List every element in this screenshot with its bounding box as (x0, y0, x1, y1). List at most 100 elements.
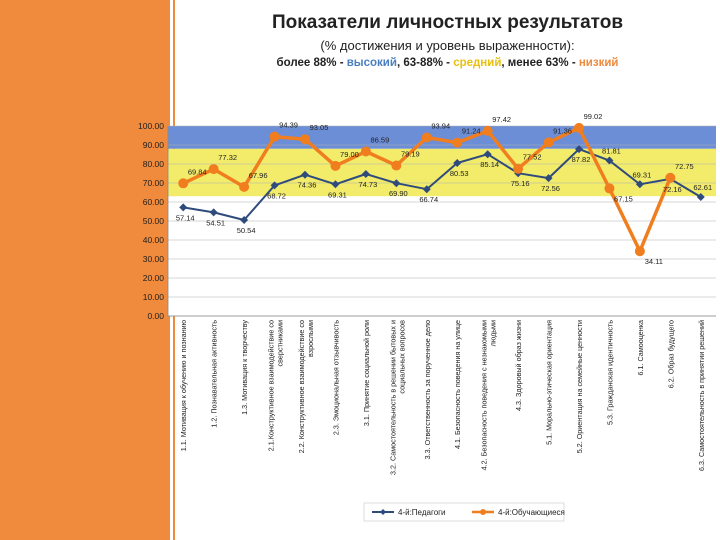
legend-marker-teachers (380, 509, 386, 515)
data-label-students: 69.84 (188, 167, 207, 176)
x-category-label: 6.1. Самооценка (636, 320, 645, 376)
x-category-label: 2.2. Конструктивное взаимодействие совзр… (297, 320, 315, 453)
data-point-students (178, 178, 189, 189)
data-point-students (574, 122, 584, 133)
levels-prefix: более 88% - (276, 57, 347, 69)
data-label-students: 97.42 (492, 115, 511, 124)
data-label-teachers: 69.31 (632, 170, 651, 179)
data-label-teachers: 54.51 (206, 218, 225, 227)
data-point-teachers (301, 170, 309, 179)
data-point-teachers (453, 158, 462, 167)
data-point-students (604, 183, 615, 194)
x-category-label: 1.2. Познавательная активность (210, 320, 219, 428)
legend-label-teachers: 4-й:Педагоги (398, 508, 446, 517)
data-point-students (391, 160, 402, 171)
level-low: низкий (578, 57, 619, 69)
data-label-teachers: 72.56 (541, 184, 560, 193)
data-point-teachers (635, 180, 644, 189)
y-tick-label: 0.00 (147, 311, 164, 321)
data-label-teachers: 62.61 (693, 183, 712, 192)
data-label-students: 67.15 (614, 194, 633, 203)
x-category-label: 5.2. Ориентация на семейные ценности (575, 320, 584, 453)
data-point-teachers (361, 170, 370, 179)
data-label-students: 79.00 (340, 150, 359, 159)
y-tick-label: 60.00 (143, 197, 165, 207)
chart-title: Показатели личностных результатов (271, 12, 624, 33)
left-accent-bar (0, 0, 170, 540)
data-label-students: 79.19 (401, 150, 420, 159)
data-label-teachers: 68.72 (267, 191, 286, 200)
y-tick-label: 80.00 (143, 159, 165, 169)
x-category-label: 2.3. Эмоциональная отзывчивость (331, 320, 340, 435)
data-point-students (543, 137, 554, 148)
data-point-teachers (270, 181, 279, 190)
data-label-teachers: 69.90 (389, 189, 408, 198)
x-category-label: 3.2. Самостоятельность в решении бытовых… (388, 320, 406, 475)
data-label-students: 93.94 (431, 122, 450, 131)
data-point-students (330, 160, 341, 171)
data-point-teachers (696, 193, 705, 202)
y-tick-label: 100.00 (138, 121, 164, 131)
data-label-students: 93.05 (310, 123, 329, 132)
data-label-teachers: 69.31 (328, 190, 347, 199)
data-point-teachers (483, 150, 492, 159)
level-mid: средний (453, 57, 502, 69)
x-category-label: 2.1.Конструктивное взаимодействие сосвер… (267, 320, 285, 451)
data-label-students: 67.96 (249, 171, 268, 180)
data-label-teachers: 80.53 (450, 169, 469, 178)
series-line-teachers (183, 148, 702, 221)
data-label-teachers: 74.73 (358, 180, 377, 189)
data-label-teachers: 74.36 (298, 181, 317, 190)
data-label-teachers: 87.82 (572, 155, 591, 164)
chart-subtitle: (% достижения и уровень выраженности): (320, 38, 575, 53)
data-point-students (482, 125, 493, 136)
data-label-teachers: 50.54 (237, 226, 256, 235)
y-tick-label: 70.00 (143, 178, 165, 188)
data-label-teachers: 72.16 (663, 185, 682, 194)
data-label-students: 94.39 (279, 121, 298, 130)
y-tick-label: 40.00 (143, 235, 165, 245)
x-category-label: 5.1. Морально-этическая ориентация (545, 320, 554, 445)
level-high: высокий (346, 57, 397, 69)
data-point-teachers (209, 208, 218, 217)
y-tick-label: 50.00 (143, 216, 165, 226)
legend-label-students: 4-й:Обучающиеся (498, 508, 565, 517)
data-point-students (665, 172, 676, 183)
data-label-students: 77.52 (523, 153, 542, 162)
data-point-teachers (544, 174, 553, 183)
levels-description: более 88% - высокий, 63-88% - средний, м… (175, 57, 720, 69)
data-label-students: 34.11 (645, 257, 663, 266)
data-point-students (239, 181, 250, 192)
data-label-students: 77.32 (218, 153, 237, 162)
data-label-students: 91.36 (553, 126, 572, 135)
levels-sep-2: , менее 63% - (501, 57, 579, 69)
legend-box (363, 502, 565, 522)
y-tick-label: 20.00 (143, 273, 165, 283)
data-point-teachers (392, 179, 401, 188)
data-label-teachers: 81.81 (602, 147, 621, 156)
data-point-students (269, 131, 280, 142)
data-label-students: 86.59 (370, 135, 389, 144)
y-tick-label: 10.00 (143, 292, 165, 302)
data-point-teachers (575, 145, 583, 154)
data-point-students (513, 163, 524, 174)
x-category-label: 4.3. Здоровый образ жизни (514, 320, 523, 411)
x-category-label: 3.3. Ответственность за порученное дело (423, 320, 432, 459)
data-point-teachers (331, 180, 340, 189)
data-label-teachers: 75.16 (511, 179, 530, 188)
data-label-teachers: 57.14 (176, 213, 195, 222)
data-label-teachers: 66.74 (419, 195, 438, 204)
x-category-label: 4.1. Безопасность поведения на улице (453, 320, 462, 449)
data-point-teachers (240, 215, 249, 224)
data-point-students (634, 246, 645, 257)
data-point-students (421, 132, 432, 143)
data-label-students: 99.02 (584, 112, 603, 121)
y-tick-label: 30.00 (143, 254, 165, 264)
x-category-label: 1.3. Мотивация к творчеству (240, 320, 249, 415)
data-point-teachers (179, 203, 188, 212)
data-point-students (208, 164, 219, 175)
data-label-students: 91.24 (462, 127, 481, 136)
data-label-students: 72.75 (675, 162, 694, 171)
data-point-teachers (422, 185, 431, 194)
